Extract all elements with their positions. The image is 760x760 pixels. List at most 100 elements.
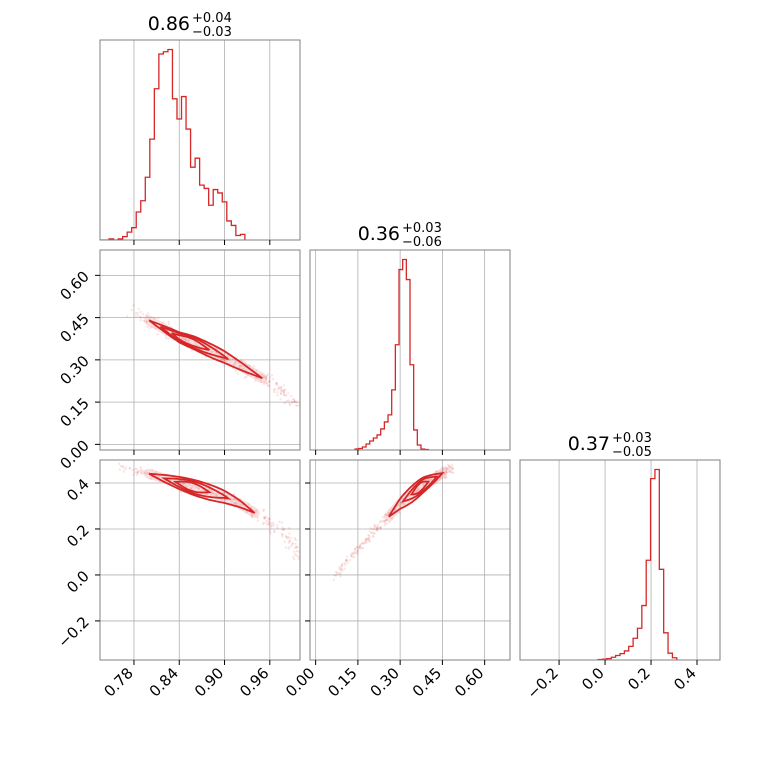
scatter-point	[262, 521, 266, 524]
scatter-point	[379, 525, 383, 529]
scatter-point	[334, 574, 338, 577]
scatter-point	[156, 333, 159, 336]
scatter-point	[254, 376, 257, 379]
scatter-point	[254, 379, 257, 383]
scatter-point	[182, 337, 185, 341]
scatter-point	[280, 532, 284, 536]
scatter-point	[121, 466, 125, 469]
scatter-point	[237, 501, 240, 504]
scatter-point	[288, 532, 291, 535]
scatter-point	[375, 528, 378, 531]
scatter-point	[367, 539, 371, 543]
scatter-point	[194, 341, 197, 345]
scatter-point	[285, 535, 288, 539]
scatter-point	[449, 470, 452, 474]
scatter-point	[384, 513, 387, 517]
contour-level-0	[409, 480, 431, 496]
scatter-point	[265, 381, 268, 385]
scatter-point	[185, 485, 188, 488]
scatter-point	[231, 498, 235, 501]
scatter-point	[345, 558, 348, 562]
scatter-point	[448, 470, 451, 473]
scatter-point	[197, 486, 200, 490]
scatter-point	[136, 470, 139, 474]
scatter-point	[141, 312, 145, 316]
scatter-point	[282, 528, 285, 532]
x-tick-label: 0.60	[451, 664, 487, 700]
scatter-point	[272, 522, 275, 525]
scatter-point	[281, 526, 284, 530]
scatter-point	[340, 568, 343, 571]
scatter-point	[290, 544, 293, 547]
scatter-point	[370, 531, 373, 535]
scatter-point	[444, 466, 448, 470]
scatter-point	[444, 468, 448, 471]
scatter-point	[435, 470, 438, 473]
param-title-minus: −0.06	[402, 235, 442, 250]
scatter-point	[445, 466, 448, 470]
scatter-point	[448, 465, 451, 468]
scatter-point	[288, 539, 292, 543]
scatter-point	[275, 381, 278, 385]
y-tick-label: 0.0	[63, 567, 93, 597]
scatter-point	[262, 508, 266, 511]
scatter-point	[279, 397, 282, 401]
scatter-point	[367, 533, 370, 537]
scatter-point	[400, 502, 404, 505]
scatter-point	[136, 471, 139, 475]
scatter-point	[290, 542, 294, 546]
scatter-point	[240, 359, 244, 363]
scatter-point	[234, 359, 238, 363]
scatter-point	[211, 350, 215, 353]
scatter-point	[373, 525, 376, 529]
scatter-point	[373, 528, 376, 531]
scatter-point	[445, 468, 449, 472]
scatter-point	[268, 380, 271, 383]
scatter-point	[390, 517, 394, 520]
scatter-point	[446, 467, 449, 471]
scatter-point	[166, 337, 170, 341]
scatter-point	[288, 545, 291, 549]
scatter-point	[426, 478, 430, 481]
scatter-point	[134, 315, 138, 318]
histogram-step-0	[100, 48, 246, 240]
scatter-point	[136, 471, 139, 474]
scatter-point	[150, 326, 153, 329]
scatter-point	[278, 387, 281, 390]
scatter-point	[241, 364, 244, 368]
scatter-point	[447, 470, 451, 473]
panel-frame	[309, 459, 511, 661]
scatter-point	[230, 500, 234, 503]
scatter-point	[190, 349, 194, 352]
scatter-point	[122, 470, 125, 473]
scatter-point	[365, 538, 369, 541]
scatter-point	[269, 524, 272, 527]
scatter-point	[234, 501, 237, 505]
scatter-point	[149, 477, 152, 481]
scatter-point	[345, 558, 348, 562]
scatter-point	[195, 485, 198, 489]
panel-frame	[99, 459, 301, 661]
scatter-point	[293, 550, 296, 554]
scatter-point	[263, 517, 266, 520]
scatter-point	[264, 375, 267, 379]
scatter-point	[288, 402, 291, 405]
scatter-point	[374, 525, 377, 528]
param-title-plus: +0.03	[612, 431, 652, 446]
scatter-point	[289, 537, 292, 540]
scatter-point	[256, 519, 260, 523]
scatter-point	[403, 502, 406, 506]
scatter-point	[443, 476, 447, 479]
scatter-point	[195, 343, 198, 346]
scatter-point	[135, 468, 138, 471]
scatter-point	[144, 469, 147, 472]
scatter-point	[267, 384, 271, 387]
scatter-point	[145, 313, 148, 317]
scatter-point	[273, 530, 276, 534]
panel-frame	[99, 249, 301, 451]
scatter-point	[376, 525, 379, 529]
scatter-point	[222, 498, 225, 501]
scatter-point	[272, 388, 276, 392]
scatter-point	[434, 482, 438, 485]
scatter-point	[264, 515, 268, 518]
